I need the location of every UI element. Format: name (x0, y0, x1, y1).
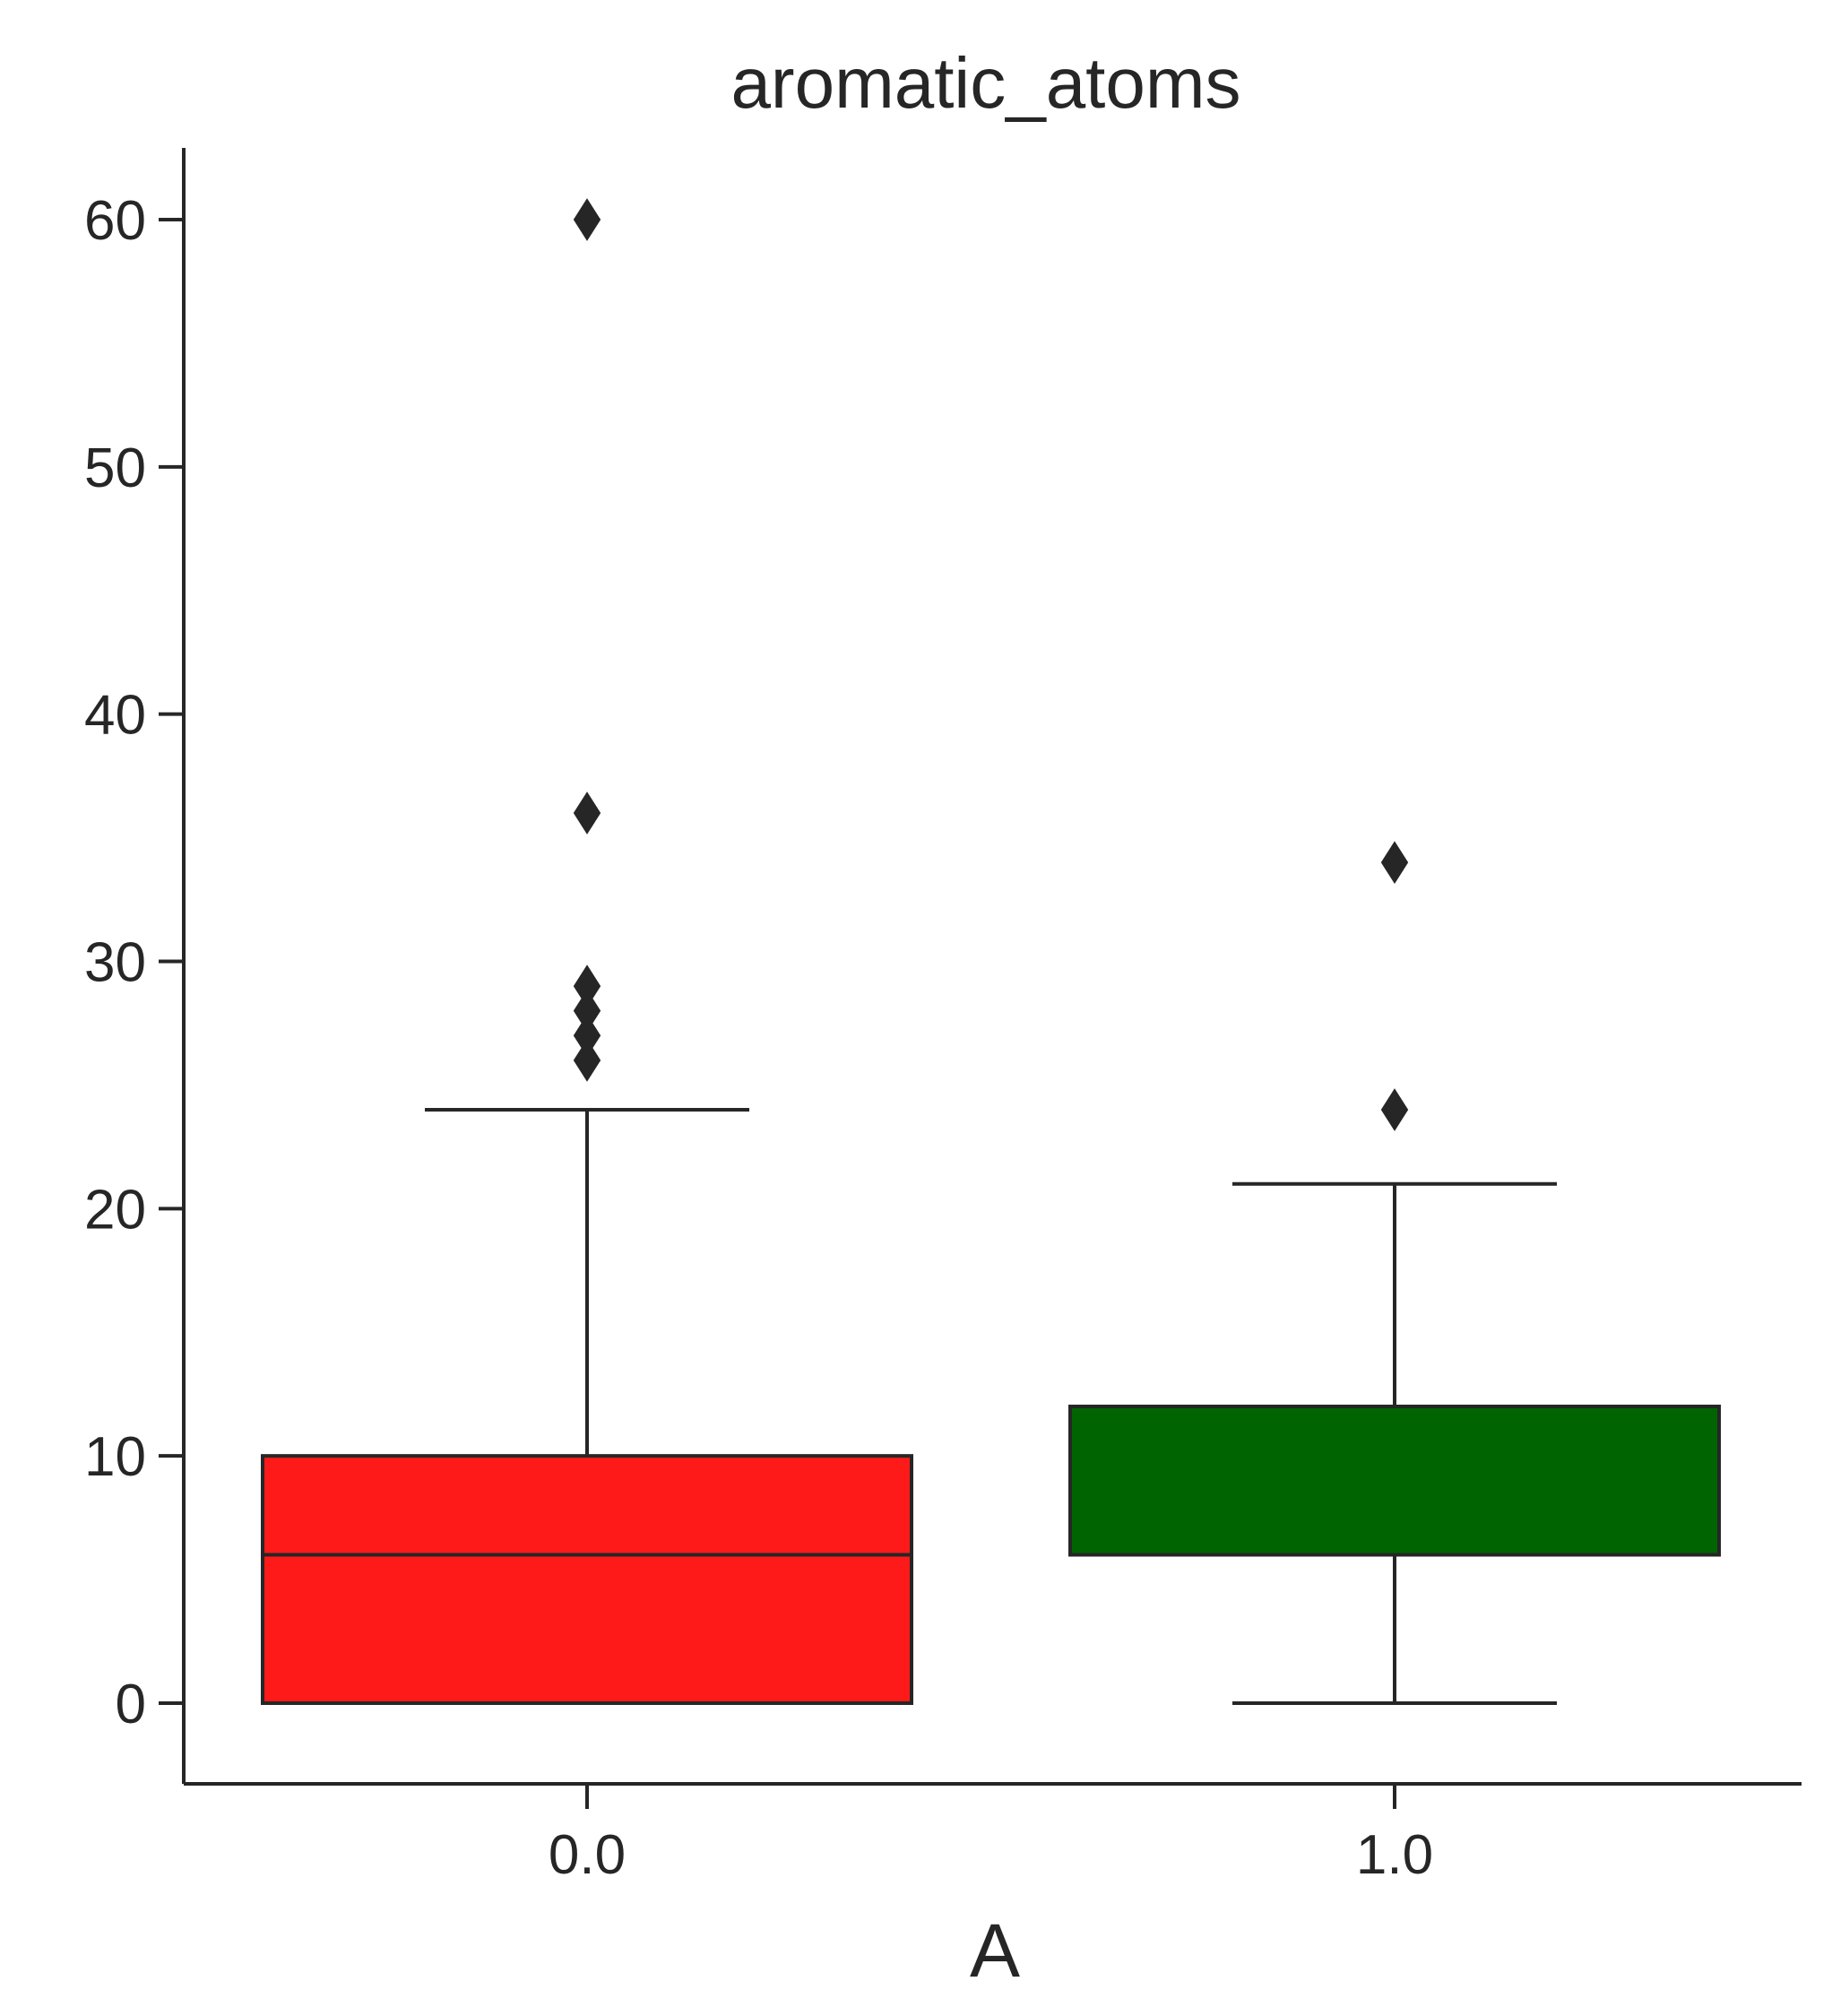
y-tick-label: 60 (84, 190, 146, 252)
y-tick-label: 50 (84, 437, 146, 499)
y-tick-label: 20 (84, 1179, 146, 1241)
x-tick-label: 1.0 (1356, 1824, 1433, 1886)
y-tick-label: 30 (84, 932, 146, 994)
box-group-0.0 (261, 198, 913, 1705)
outlier-point (573, 792, 601, 835)
x-tick-label: 0.0 (549, 1824, 626, 1886)
chart-title: aromatic_atoms (730, 43, 1240, 123)
y-tick-label: 40 (84, 685, 146, 747)
y-axis: 0 10 20 30 40 50 60 (84, 148, 186, 1784)
outlier-point (1380, 841, 1409, 885)
outlier-point (573, 1038, 601, 1082)
outlier-point (573, 989, 601, 1033)
outlier-point (573, 1014, 601, 1058)
outlier-point (1380, 1088, 1409, 1131)
box-iqr (1068, 1405, 1721, 1557)
box-group-1.0 (1068, 841, 1721, 1705)
outlier-point (573, 198, 601, 241)
y-tick-label: 10 (84, 1426, 146, 1488)
x-axis-label: A (970, 1908, 1020, 1993)
y-tick-label: 0 (116, 1674, 146, 1735)
x-axis: 0.0 1.0 (184, 1782, 1802, 1886)
box-iqr (261, 1454, 913, 1705)
outlier-point (573, 965, 601, 1008)
plot-area (261, 198, 1721, 1705)
